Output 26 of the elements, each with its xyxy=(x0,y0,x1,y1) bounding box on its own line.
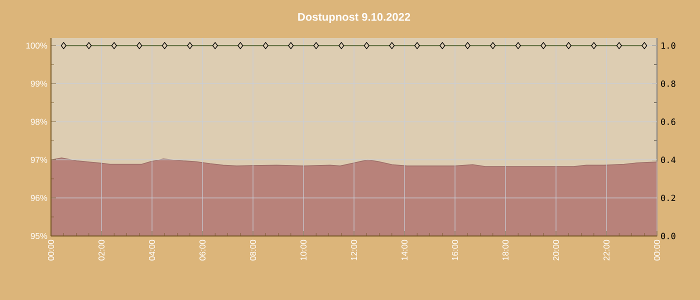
x-tick-label: 04:00 xyxy=(149,240,156,260)
y2-tick-label: 0.6 xyxy=(661,118,676,125)
x-tick-label: 22:00 xyxy=(604,240,610,260)
y2-tick-label: 0.8 xyxy=(661,80,676,87)
y-tick-label: 95% xyxy=(30,233,48,240)
x-tick-label: 10:00 xyxy=(300,240,307,260)
x-tick-label: 02:00 xyxy=(98,240,105,260)
y-tick-label: 96% xyxy=(30,194,48,201)
x-tick-label: 06:00 xyxy=(200,240,206,260)
x-tick-label: 12:00 xyxy=(351,240,358,260)
x-tick-label: 08:00 xyxy=(250,240,256,260)
x-tick-label: 16:00 xyxy=(452,240,458,260)
chart-title: Dostupnost 9.10.2022 xyxy=(298,13,410,23)
y2-tick-label: 0.2 xyxy=(661,194,676,202)
x-tick-label: 20:00 xyxy=(553,240,560,260)
y-tick-label: 98% xyxy=(30,118,48,125)
y2-tick-label: 0.0 xyxy=(661,232,676,240)
y-tick-label: 99% xyxy=(30,80,48,87)
x-tick-label: 14:00 xyxy=(402,240,408,260)
y2-tick-label: 0.4 xyxy=(661,156,676,164)
y-tick-label: 97% xyxy=(30,156,48,163)
x-tick-label: 00:00 xyxy=(654,240,660,260)
x-tick-label: 18:00 xyxy=(502,240,509,260)
y-tick-label: 100% xyxy=(26,42,48,49)
x-tick-label: 00:00 xyxy=(48,240,54,260)
y2-tick-label: 1.0 xyxy=(662,42,676,49)
